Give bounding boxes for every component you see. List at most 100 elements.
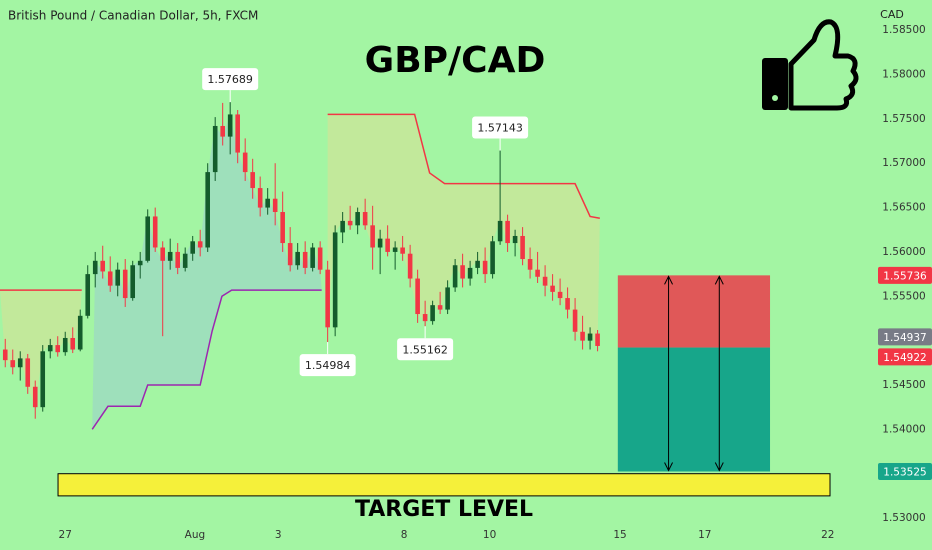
y-tick-label: 1.53000 [882, 512, 925, 524]
stop-zone [617, 275, 771, 348]
candle-body [130, 265, 136, 299]
candle-body [55, 345, 61, 353]
candle-body [182, 253, 188, 268]
y-tick-label: 1.57000 [882, 157, 925, 169]
candle-body [280, 212, 285, 244]
y-tick-label: 1.54000 [882, 423, 925, 435]
candle-body [467, 267, 473, 279]
candle-body [310, 247, 315, 268]
symbol-header: British Pound / Canadian Dollar, 5h, FXC… [8, 9, 258, 23]
candle-body [77, 315, 83, 350]
candle-body [47, 345, 53, 352]
price-label-box [878, 348, 932, 366]
candle-body [242, 152, 248, 173]
candle-body [505, 220, 510, 244]
x-tick-label: 15 [613, 529, 626, 541]
icon-hand [788, 19, 859, 111]
annotation-label: 1.57143 [477, 122, 523, 135]
price-label-box [878, 462, 932, 480]
candle-body [452, 265, 458, 288]
annotation-box [202, 68, 259, 91]
x-tick-label: 10 [483, 529, 496, 541]
candle-body [85, 274, 91, 316]
candle-body [40, 351, 46, 408]
candle-body [422, 314, 428, 322]
candle-body [527, 259, 533, 270]
y-tick-label: 1.58500 [882, 24, 925, 36]
candle-body [62, 337, 68, 353]
candle-body [265, 198, 270, 208]
x-tick-label: 3 [275, 529, 282, 541]
icon-dot [772, 95, 778, 101]
y-tick-label: 1.58000 [882, 69, 925, 81]
candle-body [100, 260, 106, 272]
candle-body [385, 238, 390, 252]
candle-body [167, 251, 173, 261]
candle-body [392, 247, 398, 252]
candle-body [340, 220, 345, 233]
candle-body [520, 235, 525, 260]
candle-body [115, 269, 121, 286]
candle-body [220, 125, 225, 137]
candle-body [325, 269, 330, 328]
candle-body [257, 188, 263, 208]
candle-body [332, 232, 338, 328]
annotation-label: 1.54984 [305, 359, 351, 372]
candle-body [580, 331, 585, 341]
candle-body [542, 276, 548, 286]
candle-body [430, 305, 435, 322]
y-tick-label: 1.54500 [882, 379, 925, 391]
candle-body [287, 243, 293, 266]
candle-body [205, 172, 210, 248]
target-zone-box [617, 347, 771, 472]
candle-body [295, 251, 300, 266]
y-tick-label: 1.57500 [882, 113, 925, 125]
candle-body [190, 241, 195, 254]
price-label-box [878, 328, 932, 346]
x-tick-label: Aug [185, 529, 206, 541]
plot: TARGET LEVEL 1.57689 1.57143 1.54984 1.55162… [0, 24, 932, 541]
indicator-line [327, 113, 600, 219]
candle-body [595, 333, 600, 346]
annotation-label: 1.57689 [207, 73, 253, 86]
icon-cuff [762, 58, 788, 110]
candle-body [32, 386, 38, 408]
candle-body [2, 349, 8, 361]
candle-body [445, 287, 450, 310]
candle-body [370, 225, 375, 248]
candle-body [572, 309, 578, 332]
candle-body [490, 241, 495, 275]
x-tick-label: 22 [821, 529, 834, 541]
candle-body [535, 269, 540, 277]
candle-body [512, 235, 518, 244]
candle-body [10, 360, 16, 368]
candle-body [197, 241, 203, 248]
indicator-fill [92, 114, 322, 430]
annotation-box [397, 338, 454, 361]
x-tick-label: 8 [401, 529, 408, 541]
candle-body [437, 305, 443, 310]
candle-body [302, 251, 308, 268]
y-tick-label: 1.55500 [882, 290, 925, 302]
indicator-fill [327, 114, 600, 346]
candle-body [557, 291, 563, 299]
candle-body [145, 216, 151, 261]
x-tick-label: 27 [59, 529, 72, 541]
candle-body [355, 212, 360, 226]
candle-body [317, 247, 323, 270]
candle-body [400, 247, 405, 254]
candle-body [107, 271, 113, 286]
range-arrow [664, 275, 674, 472]
annotation-box [299, 354, 356, 377]
candle-body [250, 172, 255, 189]
price-label-box [878, 266, 932, 284]
price-label: 1.53525 [883, 466, 926, 478]
candle-body [347, 220, 353, 226]
candle-body [415, 278, 420, 315]
candle-body [235, 114, 240, 153]
annotation-box [472, 116, 529, 139]
chart-title: GBP/CAD [365, 40, 546, 81]
price-label: 1.54937 [883, 332, 926, 344]
candle-body [475, 260, 480, 268]
